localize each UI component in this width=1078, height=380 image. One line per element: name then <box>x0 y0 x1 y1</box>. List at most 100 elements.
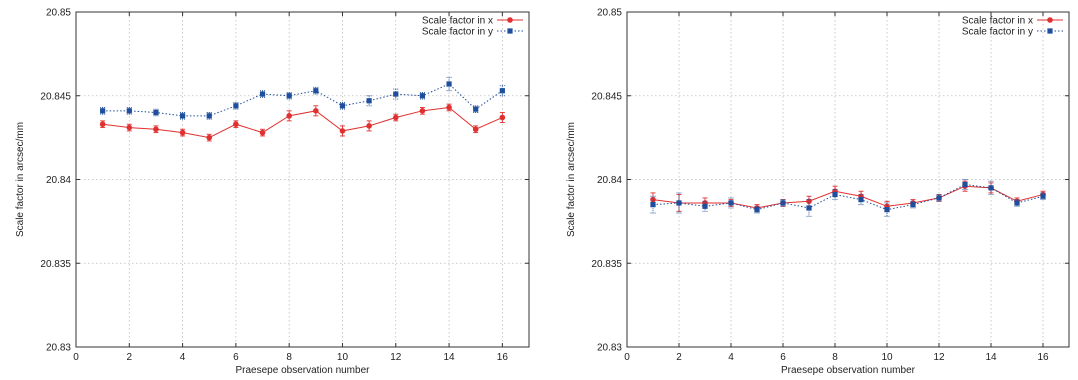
series-line <box>652 185 1044 209</box>
data-point <box>126 108 132 114</box>
data-point <box>206 134 213 141</box>
y-tick-label: 20.85 <box>46 8 71 19</box>
x-tick-label: 12 <box>933 352 945 363</box>
x-axis-title: Praesepe observation number <box>781 365 916 376</box>
data-point <box>179 129 186 136</box>
data-point <box>259 91 266 97</box>
data-point <box>446 104 452 111</box>
data-point <box>702 203 708 209</box>
data-point <box>206 113 212 119</box>
data-point <box>286 113 292 119</box>
legend-label: Scale factor in y <box>422 27 493 38</box>
data-point <box>153 126 159 133</box>
y-tick-label: 20.845 <box>591 91 622 102</box>
chart-panel-2: 0 2 4 6 8 10 12 14 16 20.83 20.835 20.84 20.845 20.85… <box>566 8 1070 376</box>
x-tick-label: 4 <box>180 352 186 363</box>
x-tick-label: 14 <box>985 352 997 363</box>
data-point <box>988 185 994 191</box>
legend-label: Scale factor in x <box>422 16 493 27</box>
x-tick-label: 14 <box>443 352 455 363</box>
series-1 <box>99 103 506 142</box>
data-point <box>780 200 786 206</box>
x-tick-label: 4 <box>728 352 734 363</box>
x-tick-label: 2 <box>676 352 682 363</box>
data-point <box>499 88 505 94</box>
plot-frame <box>75 11 530 348</box>
y-tick-label: 20.835 <box>591 259 622 270</box>
data-point <box>910 202 916 208</box>
data-point <box>728 200 734 206</box>
data-point <box>446 81 452 87</box>
x-tick-label: 0 <box>624 352 630 363</box>
data-point <box>99 121 106 128</box>
data-point <box>339 128 346 134</box>
data-point <box>100 108 106 114</box>
y-tick-label: 20.835 <box>40 259 71 270</box>
legend-marker <box>1047 28 1053 34</box>
data-point <box>884 207 890 213</box>
x-tick-label: 12 <box>390 352 402 363</box>
data-point <box>858 197 864 203</box>
x-tick-label: 8 <box>286 352 292 363</box>
y-tick-label: 20.845 <box>40 91 71 102</box>
x-tick-label: 16 <box>1037 352 1049 363</box>
data-point <box>392 114 399 121</box>
series-line <box>102 83 503 117</box>
data-point <box>419 93 426 99</box>
data-point <box>313 108 319 114</box>
data-point <box>962 181 968 188</box>
y-tick-label: 20.84 <box>597 175 622 186</box>
data-point <box>259 129 266 136</box>
x-tick-label: 6 <box>780 352 786 363</box>
data-point <box>806 205 812 211</box>
y-tick-label: 20.83 <box>46 343 71 354</box>
x-tick-label: 0 <box>73 352 79 363</box>
y-tick-label: 20.84 <box>46 175 71 186</box>
series-line <box>102 106 503 139</box>
data-point <box>419 108 426 114</box>
data-point <box>339 103 346 109</box>
legend-label: Scale factor in x <box>962 16 1033 27</box>
legend-marker <box>507 17 513 23</box>
data-point <box>473 106 479 112</box>
data-point <box>126 124 133 131</box>
x-tick-label: 10 <box>337 352 349 363</box>
y-axis-title: Scale factor in arcsec/mm <box>566 122 577 237</box>
series-2 <box>650 179 1046 217</box>
data-point <box>393 91 399 97</box>
legend-marker <box>1047 17 1053 23</box>
plot-frame <box>626 11 1070 348</box>
data-point <box>153 109 159 116</box>
x-tick-label: 2 <box>127 352 133 363</box>
x-tick-label: 16 <box>497 352 509 363</box>
data-point <box>650 196 656 203</box>
chart-panel-1: 0 2 4 6 8 10 12 14 16 20.83 20.835 20.84 20.845 20.85… <box>15 8 530 376</box>
data-point <box>366 123 372 129</box>
data-point <box>366 98 372 104</box>
x-tick-label: 10 <box>881 352 893 363</box>
x-axis-title: Praesepe observation number <box>236 365 371 376</box>
data-point <box>472 126 479 133</box>
data-point <box>936 195 942 201</box>
data-point <box>1014 200 1020 206</box>
y-tick-label: 20.83 <box>597 343 622 354</box>
legend-label: Scale factor in y <box>962 27 1033 38</box>
data-point <box>1040 193 1046 199</box>
data-point <box>499 114 506 121</box>
data-point <box>233 121 239 128</box>
data-point <box>754 207 760 213</box>
data-point <box>650 202 656 208</box>
data-point <box>832 191 838 198</box>
data-point <box>286 93 292 99</box>
legend-marker <box>507 28 513 34</box>
series-2 <box>100 76 505 120</box>
y-tick-label: 20.85 <box>597 8 622 19</box>
data-point <box>676 200 682 206</box>
data-point <box>313 88 319 94</box>
y-axis-title: Scale factor in arcsec/mm <box>15 122 26 237</box>
data-point <box>179 113 186 119</box>
x-tick-label: 8 <box>832 352 838 363</box>
